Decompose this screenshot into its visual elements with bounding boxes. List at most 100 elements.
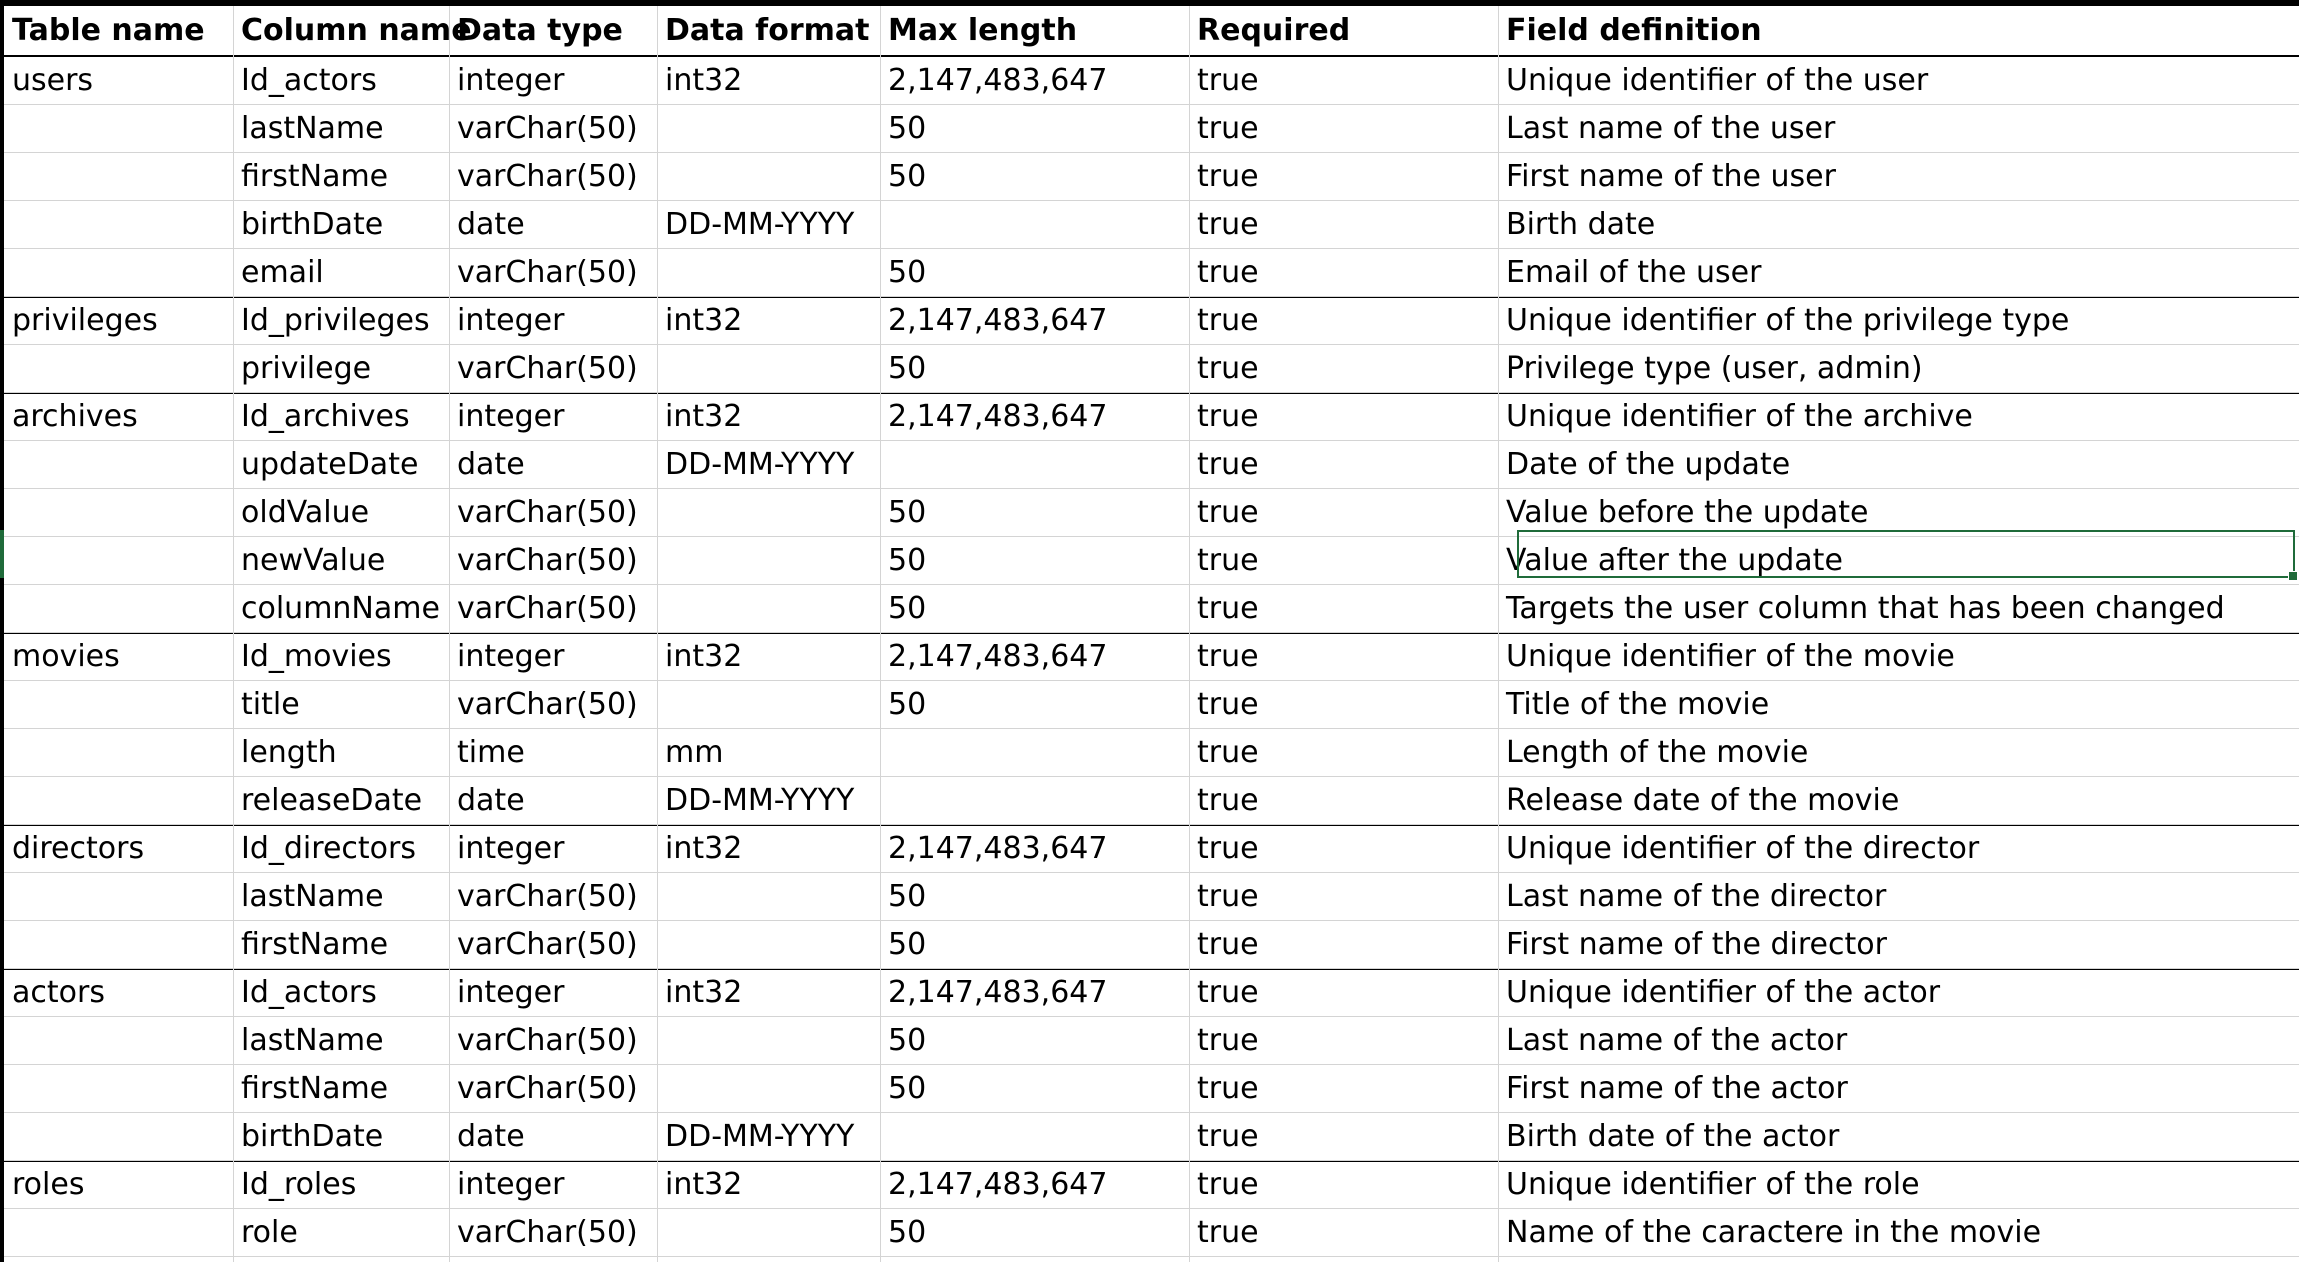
table-cell[interactable]: varChar(50) bbox=[457, 1214, 638, 1250]
table-cell[interactable]: true bbox=[1197, 350, 1259, 386]
table-cell[interactable] bbox=[657, 1017, 880, 1064]
table-cell[interactable] bbox=[4, 537, 233, 584]
table-cell[interactable]: DD-MM-YYYY bbox=[665, 206, 855, 242]
table-cell[interactable] bbox=[657, 489, 880, 536]
table-cell[interactable]: Id_directors bbox=[241, 831, 416, 866]
table-cell[interactable]: 50 bbox=[888, 494, 927, 530]
table-cell[interactable]: privileges bbox=[12, 303, 158, 338]
table-cell[interactable]: columnName bbox=[241, 590, 440, 626]
table-cell[interactable]: Last name of the director bbox=[1506, 878, 1887, 914]
table-cell[interactable]: Value after the update bbox=[1506, 542, 1843, 578]
table-cell[interactable]: int32 bbox=[665, 975, 743, 1010]
table-cell[interactable]: varChar(50) bbox=[457, 878, 638, 914]
table-cell[interactable]: firstName bbox=[241, 158, 389, 194]
table-cell[interactable]: true bbox=[1197, 399, 1259, 434]
table-cell[interactable]: Unique identifier of the actor bbox=[1506, 975, 1941, 1010]
table-cell[interactable]: DD-MM-YYYY bbox=[665, 782, 855, 818]
table-cell[interactable]: time bbox=[457, 734, 525, 770]
table-cell[interactable]: archives bbox=[12, 399, 138, 434]
table-cell[interactable]: Email of the user bbox=[1506, 254, 1762, 290]
table-cell[interactable]: 2,147,483,647 bbox=[888, 639, 1108, 674]
table-cell[interactable] bbox=[4, 105, 233, 152]
table-cell[interactable] bbox=[657, 1065, 880, 1112]
table-cell[interactable]: true bbox=[1197, 975, 1259, 1010]
table-cell[interactable]: true bbox=[1197, 303, 1259, 338]
table-cell[interactable]: oldValue bbox=[241, 494, 370, 530]
table-cell[interactable]: true bbox=[1197, 831, 1259, 866]
table-cell[interactable]: 2,147,483,647 bbox=[888, 1167, 1108, 1202]
table-cell[interactable]: lastName bbox=[241, 110, 384, 146]
table-cell[interactable]: Title of the movie bbox=[1506, 686, 1770, 722]
table-cell[interactable]: firstName bbox=[241, 926, 389, 962]
table-cell[interactable] bbox=[657, 873, 880, 920]
table-cell[interactable]: integer bbox=[457, 1167, 565, 1202]
table-cell[interactable] bbox=[4, 1065, 233, 1112]
table-cell[interactable]: 50 bbox=[888, 686, 927, 722]
table-cell[interactable]: First name of the director bbox=[1506, 926, 1887, 962]
table-cell[interactable]: 2,147,483,647 bbox=[888, 62, 1108, 98]
table-cell[interactable]: Privilege type (user, admin) bbox=[1506, 350, 1923, 386]
table-cell[interactable]: varChar(50) bbox=[457, 590, 638, 626]
table-cell[interactable]: integer bbox=[457, 62, 565, 98]
table-cell[interactable]: DD-MM-YYYY bbox=[665, 1118, 855, 1154]
table-cell[interactable]: Id_roles bbox=[241, 1167, 357, 1202]
table-cell[interactable]: 2,147,483,647 bbox=[888, 303, 1108, 338]
table-cell[interactable]: int32 bbox=[665, 639, 743, 674]
table-cell[interactable]: int32 bbox=[665, 831, 743, 866]
table-cell[interactable]: int32 bbox=[665, 1167, 743, 1202]
table-cell[interactable]: varChar(50) bbox=[457, 350, 638, 386]
table-cell[interactable] bbox=[657, 681, 880, 728]
table-cell[interactable]: integer bbox=[457, 831, 565, 866]
table-cell[interactable]: true bbox=[1197, 158, 1259, 194]
table-cell[interactable]: 50 bbox=[888, 1070, 927, 1106]
table-cell[interactable]: date bbox=[457, 206, 525, 242]
table-cell[interactable]: title bbox=[241, 686, 300, 722]
table-cell[interactable] bbox=[4, 1017, 233, 1064]
table-cell[interactable]: varChar(50) bbox=[457, 110, 638, 146]
table-cell[interactable]: true bbox=[1197, 206, 1259, 242]
table-cell[interactable]: Unique identifier of the privilege type bbox=[1506, 303, 2070, 338]
table-cell[interactable]: email bbox=[241, 254, 324, 290]
table-cell[interactable]: Id_actors bbox=[241, 975, 377, 1010]
table-cell[interactable]: varChar(50) bbox=[457, 1070, 638, 1106]
table-cell[interactable]: First name of the user bbox=[1506, 158, 1836, 194]
table-cell[interactable]: true bbox=[1197, 254, 1259, 290]
column-header[interactable]: Table name bbox=[12, 12, 205, 48]
table-cell[interactable]: Birth date bbox=[1506, 206, 1656, 242]
table-cell[interactable]: lastName bbox=[241, 878, 384, 914]
table-cell[interactable]: users bbox=[12, 62, 94, 98]
table-cell[interactable] bbox=[4, 201, 233, 248]
table-cell[interactable]: birthDate bbox=[241, 206, 384, 242]
column-header[interactable]: Field definition bbox=[1506, 12, 1762, 48]
table-cell[interactable]: true bbox=[1197, 1167, 1259, 1202]
table-cell[interactable]: Id_archives bbox=[241, 399, 410, 434]
table-cell[interactable]: length bbox=[241, 734, 337, 770]
table-cell[interactable]: date bbox=[457, 782, 525, 818]
table-cell[interactable]: Birth date of the actor bbox=[1506, 1118, 1840, 1154]
table-cell[interactable]: Unique identifier of the archive bbox=[1506, 399, 1973, 434]
table-cell[interactable]: 2,147,483,647 bbox=[888, 831, 1108, 866]
table-cell[interactable]: varChar(50) bbox=[457, 926, 638, 962]
table-cell[interactable]: 50 bbox=[888, 878, 927, 914]
table-cell[interactable]: firstName bbox=[241, 1070, 389, 1106]
table-cell[interactable]: Unique identifier of the movie bbox=[1506, 639, 1955, 674]
table-cell[interactable]: int32 bbox=[665, 62, 743, 98]
table-cell[interactable]: true bbox=[1197, 1118, 1259, 1154]
table-cell[interactable]: 50 bbox=[888, 350, 927, 386]
table-cell[interactable] bbox=[4, 873, 233, 920]
table-cell[interactable]: First name of the actor bbox=[1506, 1070, 1848, 1106]
table-cell[interactable]: varChar(50) bbox=[457, 254, 638, 290]
table-cell[interactable] bbox=[880, 1113, 1189, 1160]
table-cell[interactable]: varChar(50) bbox=[457, 494, 638, 530]
table-cell[interactable]: role bbox=[241, 1214, 298, 1250]
table-cell[interactable]: Release date of the movie bbox=[1506, 782, 1900, 818]
table-cell[interactable] bbox=[880, 441, 1189, 488]
column-header[interactable]: Column name bbox=[241, 12, 472, 48]
table-cell[interactable] bbox=[657, 921, 880, 968]
table-cell[interactable] bbox=[4, 489, 233, 536]
table-cell[interactable]: date bbox=[457, 446, 525, 482]
table-cell[interactable]: int32 bbox=[665, 399, 743, 434]
table-cell[interactable]: integer bbox=[457, 399, 565, 434]
table-cell[interactable]: 50 bbox=[888, 254, 927, 290]
table-cell[interactable]: Id_actors bbox=[241, 62, 377, 98]
